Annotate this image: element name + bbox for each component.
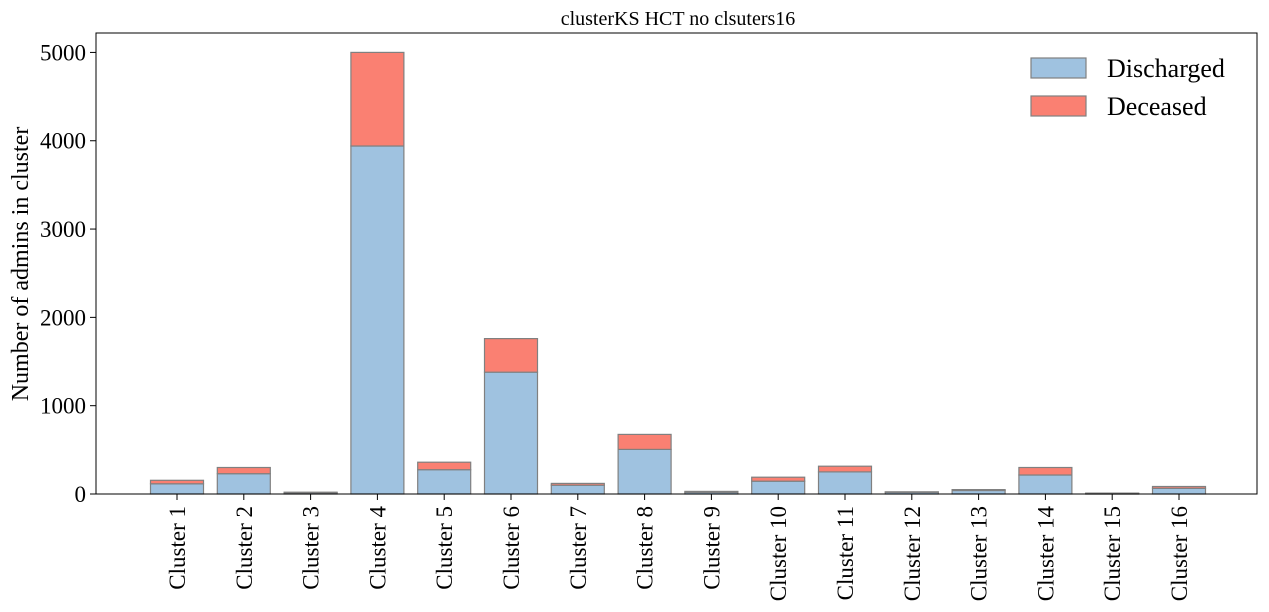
bar-deceased-7 [550,482,605,486]
bar-discharged-7 [550,484,605,495]
y-axis-label: Number of admins in cluster [8,127,34,402]
legend-swatch-discharged [1030,57,1087,79]
x-tick-label: Cluster 3 [299,506,324,590]
bar-deceased-1 [149,479,205,485]
bar-discharged-16 [1151,487,1207,495]
x-tick-label: Cluster 11 [833,506,858,600]
bar-deceased-3 [283,491,338,494]
bar-discharged-2 [216,473,271,495]
bar-deceased-8 [617,433,672,450]
x-tick-label: Cluster 1 [165,506,190,590]
plot-frame [95,32,1258,495]
x-tick-label: Cluster 2 [232,506,257,590]
chart-title: clusterKS HCT no clsuters16 [561,8,796,30]
bar-discharged-11 [817,471,873,495]
bar-deceased-12 [884,491,939,493]
bar-deceased-4 [350,51,405,147]
y-tick-label: 3000 [40,217,86,242]
bar-deceased-16 [1151,485,1207,489]
x-tick-label: Cluster 13 [967,506,992,601]
x-tick-label: Cluster 4 [365,506,390,590]
legend-label-discharged: Discharged [1107,54,1225,83]
y-tick-label: 2000 [40,305,86,330]
bar-deceased-5 [417,461,472,471]
x-tick-label: Cluster 12 [900,506,925,601]
y-tick-label: 5000 [40,40,86,65]
x-tick-label: Cluster 14 [1033,506,1058,602]
x-tick-label: Cluster 8 [633,506,658,590]
legend-swatch-deceased [1030,95,1087,117]
bar-deceased-11 [817,465,873,473]
x-tick-label: Cluster 16 [1167,506,1192,601]
y-tick-label: 0 [75,482,87,507]
x-tick-label: Cluster 15 [1100,506,1125,601]
x-tick-label: Cluster 7 [566,506,591,590]
bar-deceased-2 [216,466,271,475]
bar-deceased-10 [751,476,806,482]
bar-deceased-6 [483,338,539,373]
bar-discharged-5 [417,469,472,495]
x-tick-label: Cluster 9 [699,506,724,590]
bar-deceased-13 [951,489,1006,492]
x-tick-label: Cluster 5 [432,506,457,590]
legend: Discharged Deceased [1030,54,1225,121]
bar-deceased-9 [684,490,739,493]
legend-label-deceased: Deceased [1107,92,1207,121]
bar-discharged-1 [149,483,205,495]
y-tick-label: 1000 [40,394,86,419]
x-tick-label: Cluster 10 [766,506,791,601]
plot-area: 0 1000 2000 3000 4000 5000 Cluster 1 Cluster 2 C… [40,32,1258,602]
bar-discharged-8 [617,448,672,495]
y-tick-label: 4000 [40,129,86,154]
bar-discharged-4 [350,145,405,495]
bar-discharged-10 [751,480,806,495]
x-tick-label: Cluster 6 [499,506,524,590]
bar-deceased-14 [1018,466,1073,476]
bar-discharged-14 [1018,474,1073,495]
bar-discharged-6 [483,371,539,495]
